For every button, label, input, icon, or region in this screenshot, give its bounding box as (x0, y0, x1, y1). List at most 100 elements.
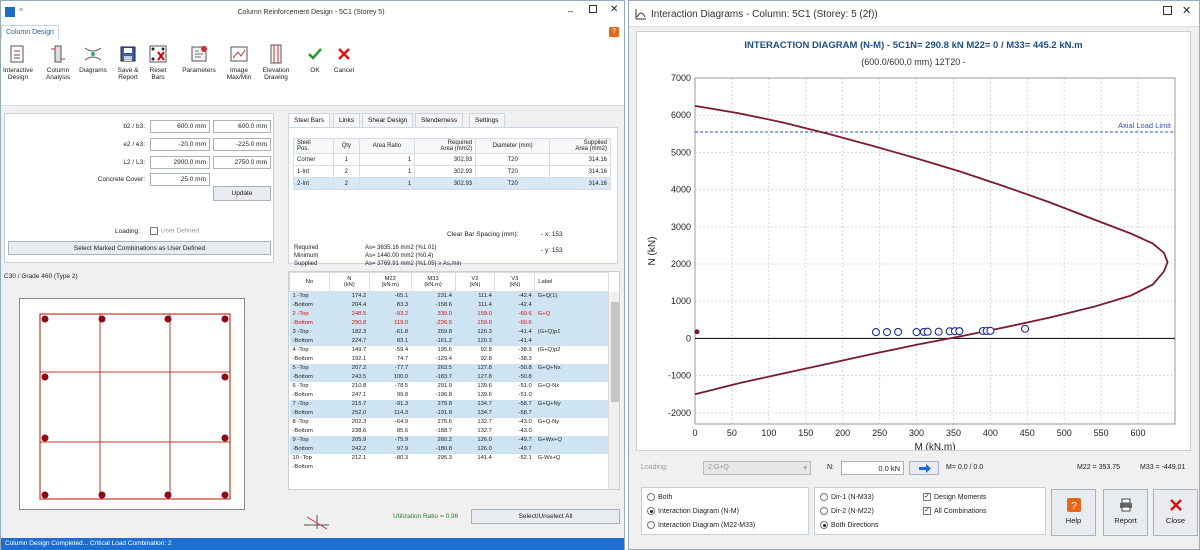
b2-input[interactable]: 600.0 mm (150, 120, 210, 133)
radio-dir2[interactable]: Dir-2 (N-M22) (820, 507, 874, 515)
select-all-button[interactable]: Select/Unselect All (471, 509, 620, 524)
e2-input[interactable]: -20.0 mm (150, 138, 210, 151)
table-row[interactable]: -Bottom 238.6 85.6 -188.7 132.7 -43.0 (289, 426, 609, 436)
y-tick-label: -1000 (668, 371, 691, 381)
table-row[interactable]: 5 -Top 207.2 -77.7 263.5 127.8 -50.8 G+Q+Nx (289, 363, 609, 373)
table-row[interactable]: -Bottom (289, 462, 609, 472)
report-button[interactable]: Report (1103, 489, 1148, 536)
close-button[interactable]: Close (1153, 489, 1198, 536)
col-header: Qty (332, 138, 360, 154)
cell: T20 (475, 153, 551, 166)
interaction-diagram-window: Interaction Diagrams - Column: 5C1 (Stor… (628, 0, 1200, 550)
table-row[interactable]: -Bottom 242.2 97.9 -180.8 126.0 -49.7 (289, 444, 609, 454)
table-row[interactable]: -Bottom 192.1 74.7 -129.4 92.8 -38.3 (289, 354, 609, 364)
b3-input[interactable]: 600.0 mm (213, 120, 271, 133)
maximize-icon[interactable] (1163, 6, 1172, 15)
table-row[interactable]: 2 -Top 248.5 -93.2 330.0 159.0 -60.6 G+Q (289, 309, 609, 319)
interaction-chart[interactable]: 0 50 100 150 200 250 300 350 400 450 500 550 600 -200… (637, 32, 1190, 450)
cover-input[interactable]: 25.0 mm (150, 173, 210, 186)
n-input[interactable]: 0.0 kN (841, 461, 904, 475)
table-row[interactable]: 9 -Top 205.9 -75.9 260.2 126.0 -49.7 G+Wx+Q (289, 435, 609, 445)
table-row[interactable]: -Bottom 224.7 83.1 -161.2 120.3 -41.4 (289, 336, 609, 346)
cell: 100.0 (369, 372, 412, 382)
table-row[interactable]: 1 -Top 174.2 -65.1 231.4 111.4 -42.4 G+Q(1) (289, 291, 609, 301)
l3-input[interactable]: 2750.0 mm (213, 156, 271, 169)
table-row[interactable]: 1-Int 2 1 302.93 T20 314.16 (293, 165, 611, 178)
close-icon[interactable]: ✕ (610, 4, 619, 15)
tab-shear-design[interactable]: Shear Design (362, 113, 414, 128)
cell: 192.1 (329, 354, 370, 364)
qat-dropdown-icon[interactable]: ≡ (19, 7, 24, 14)
col-unit: (kN.m) (381, 282, 399, 288)
table-row[interactable]: 2-Int 2 1 302.93 T20 314.16 (293, 177, 611, 190)
section-drawing (19, 298, 245, 510)
loading-select[interactable]: 2:G+Q ▾ (703, 461, 811, 475)
apply-button[interactable] (909, 461, 939, 475)
minimize-icon[interactable]: – (568, 6, 574, 16)
radio-nm[interactable]: Interaction Diagram (N-M) (647, 507, 739, 515)
load-point (934, 327, 943, 336)
table-row[interactable]: -Bottom 247.1 99.8 -196.8 139.6 -51.0 (289, 390, 609, 400)
cell (411, 462, 455, 472)
save-report-button[interactable]: Save & Report (108, 42, 148, 100)
radio-dir1[interactable]: Dir-1 (N-M33) (820, 493, 874, 501)
table-row[interactable]: 10 -Top 212.1 -80.3 295.3 141.4 -52.1 G-Wx+Q (289, 453, 609, 463)
help-button[interactable]: ? Help (1051, 489, 1096, 536)
table-row[interactable]: Corner 1 1 302.93 T20 314.16 (293, 153, 611, 166)
minimum-value: As= 1440.00 mm2 (%0.4) (365, 253, 434, 259)
image-maxmin-button[interactable]: Image Max/Min (219, 42, 259, 100)
tab-column-design[interactable]: Column Design (1, 25, 59, 40)
load-point (955, 327, 964, 336)
checkbox-icon: ✓ (923, 493, 931, 501)
table-row[interactable]: 3 -Top 182.3 -61.8 259.8 120.3 -41.4 (G+Q)p1 (289, 327, 609, 337)
help-small-icon[interactable]: ? (609, 27, 619, 37)
cell: -49.7 (494, 435, 535, 445)
m33-readout: M33 = -449.01 (1140, 464, 1186, 471)
col-label-header: Label (534, 272, 609, 292)
table-row[interactable]: 6 -Top 210.8 -78.5 291.9 139.6 -51.0 G+Q-Nx (289, 381, 609, 391)
cell: Corner (293, 153, 334, 166)
scroll-thumb[interactable] (611, 302, 619, 402)
ok-button[interactable]: OK (295, 42, 335, 100)
l2-input[interactable]: 2900.0 mm (150, 156, 210, 169)
combinations-grid: No N (kN) M22 (kN.m) M33 (kN.m) V2 (kN) V3 (k… (288, 271, 620, 490)
table-row[interactable]: -Bottom 252.0 114.3 -191.8 134.7 -58.7 (289, 408, 609, 418)
cell: -Bottom (289, 444, 330, 454)
user-defined-checkbox[interactable]: User Defined (150, 227, 199, 235)
cell: 238.6 (329, 426, 370, 436)
cancel-button[interactable]: Cancel (324, 42, 364, 100)
cell: 279.8 (411, 399, 455, 409)
table-row[interactable]: 4 -Top 149.7 -59.4 195.6 92.8 -38.3 (G+Q)p2 (289, 345, 609, 355)
reset-bars-button[interactable]: Reset Bars (138, 42, 178, 100)
table-row[interactable]: -Bottom 290.8 119.0 -226.5 159.0 -60.6 (289, 318, 609, 328)
radio-m22-m33[interactable]: Interaction Diagram (M22-M33) (647, 521, 755, 529)
diagrams-button[interactable]: Diagrams (73, 42, 113, 100)
close-icon[interactable]: ✕ (1182, 5, 1192, 17)
e3-input[interactable]: -225.0 mm (213, 138, 271, 151)
ribbon-label-5: Reset (149, 67, 167, 74)
diagram-type-group: Both Interaction Diagram (N-M) Interacti… (641, 487, 809, 535)
maximize-icon[interactable] (589, 5, 597, 13)
column-analysis-button[interactable]: Column Analysis (38, 42, 78, 100)
cell: -129.4 (411, 354, 455, 364)
radio-label: Interaction Diagram (M22-M33) (658, 521, 756, 529)
tab-links[interactable]: Links (333, 113, 361, 128)
table-row[interactable]: -Bottom 243.5 100.0 -183.7 127.8 -50.8 (289, 372, 609, 382)
tab-settings[interactable]: Settings (469, 113, 505, 128)
update-button[interactable]: Update (213, 186, 271, 201)
all-combinations-checkbox[interactable]: ✓ All Combinations (923, 507, 987, 515)
grid-scrollbar[interactable] (608, 292, 619, 489)
interactive-design-button[interactable]: Interactive Design (0, 42, 38, 100)
parameters-button[interactable]: Parameters (179, 42, 219, 100)
x-tick-label: 400 (983, 428, 998, 438)
elevation-drawing-button[interactable]: Elevation Drawing (256, 42, 296, 100)
select-marked-button[interactable]: Select Marked Combinations as User Defin… (8, 241, 271, 255)
radio-both[interactable]: Both (647, 493, 672, 501)
table-row[interactable]: 7 -Top 215.7 -91.3 279.8 134.7 -58.7 G+Q+Ny (289, 399, 609, 409)
design-moments-checkbox[interactable]: ✓ Design Moments (923, 493, 987, 501)
radio-both-directions[interactable]: Both Directions (820, 521, 878, 529)
table-row[interactable]: -Bottom 204.4 83.3 -158.6 111.4 -42.4 (289, 300, 609, 310)
table-row[interactable]: 8 -Top 202.3 -64.9 275.6 132.7 -43.0 G+Q-Ny (289, 417, 609, 427)
tab-steel-bars[interactable]: Steel Bars (288, 113, 330, 128)
tab-slenderness[interactable]: Slenderness (415, 113, 464, 128)
